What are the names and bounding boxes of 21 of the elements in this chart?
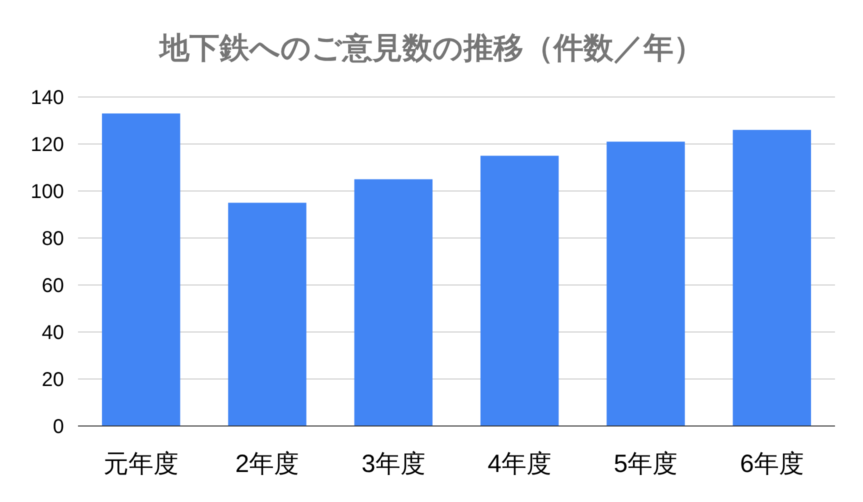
- bar: [354, 179, 433, 426]
- bar: [732, 130, 812, 426]
- bar: [480, 156, 559, 426]
- y-tick-label: 20: [42, 369, 64, 391]
- y-tick-label: 0: [52, 416, 64, 438]
- bar: [606, 142, 685, 426]
- y-tick-label: 120: [30, 134, 64, 156]
- y-tick-label: 60: [42, 275, 64, 297]
- y-tick-label: 40: [42, 322, 64, 344]
- x-tick-label: 元年度: [104, 450, 179, 478]
- x-tick-label: 5年度: [614, 450, 678, 478]
- x-tick-label: 4年度: [488, 450, 552, 478]
- x-tick-label: 2年度: [235, 450, 300, 478]
- y-tick-label: 80: [42, 228, 64, 250]
- x-tick-label: 3年度: [361, 450, 426, 478]
- y-tick-label: 140: [30, 87, 64, 109]
- bar: [102, 113, 180, 426]
- chart-title: 地下鉄へのご意見数の推移（件数／年）: [158, 32, 704, 65]
- bar: [228, 202, 306, 426]
- y-tick-label: 100: [30, 181, 64, 203]
- x-tick-label: 6年度: [740, 450, 804, 478]
